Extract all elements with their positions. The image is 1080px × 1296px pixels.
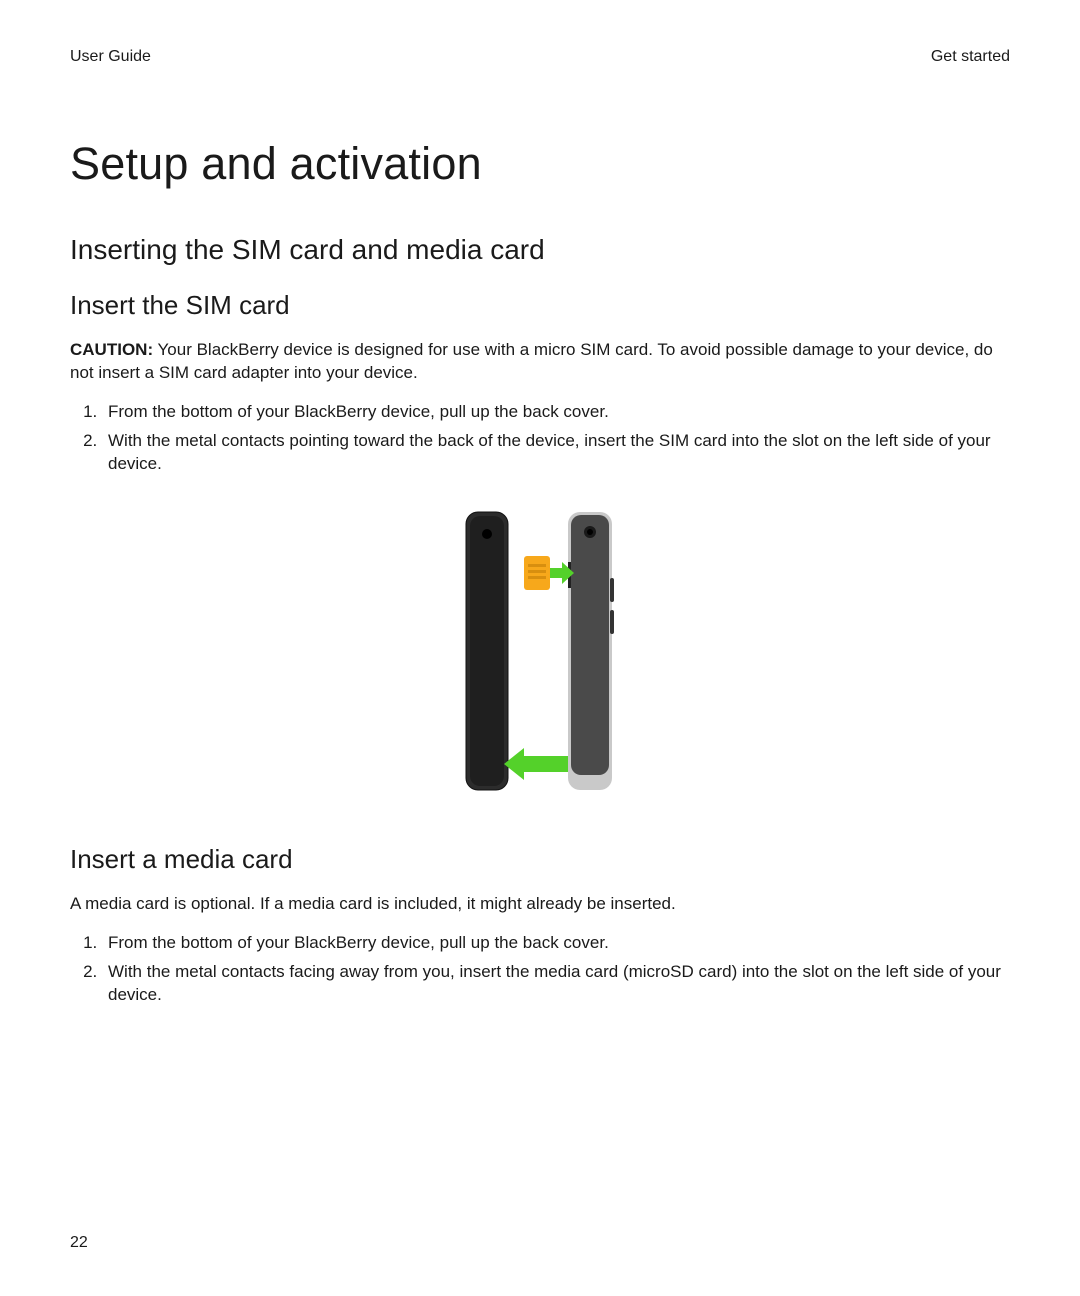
back-cover-shape xyxy=(466,512,508,790)
caution-text: Your BlackBerry device is designed for u… xyxy=(70,340,993,382)
list-item: From the bottom of your BlackBerry devic… xyxy=(102,401,1010,424)
arrow-bottom xyxy=(504,748,568,780)
header-right: Get started xyxy=(931,48,1010,66)
phone-illustration-svg xyxy=(460,508,620,798)
subsection-media-heading: Insert a media card xyxy=(70,844,1010,875)
subsection-sim-heading: Insert the SIM card xyxy=(70,290,1010,321)
page: User Guide Get started Setup and activat… xyxy=(0,0,1080,1296)
caution-label: CAUTION: xyxy=(70,340,153,359)
page-header: User Guide Get started xyxy=(70,48,1010,66)
sim-insert-figure xyxy=(70,508,1010,798)
media-steps-list: From the bottom of your BlackBerry devic… xyxy=(70,932,1010,1007)
sim-card-shape xyxy=(524,556,550,590)
list-item: From the bottom of your BlackBerry devic… xyxy=(102,932,1010,955)
page-title: Setup and activation xyxy=(70,138,1010,190)
page-number: 22 xyxy=(70,1234,88,1252)
caution-paragraph: CAUTION: Your BlackBerry device is desig… xyxy=(70,339,1010,385)
list-item: With the metal contacts pointing toward … xyxy=(102,430,1010,476)
media-intro: A media card is optional. If a media car… xyxy=(70,893,1010,916)
phone-body-shape xyxy=(568,512,614,790)
sim-steps-list: From the bottom of your BlackBerry devic… xyxy=(70,401,1010,476)
section-heading: Inserting the SIM card and media card xyxy=(70,234,1010,266)
header-left: User Guide xyxy=(70,48,151,66)
list-item: With the metal contacts facing away from… xyxy=(102,961,1010,1007)
